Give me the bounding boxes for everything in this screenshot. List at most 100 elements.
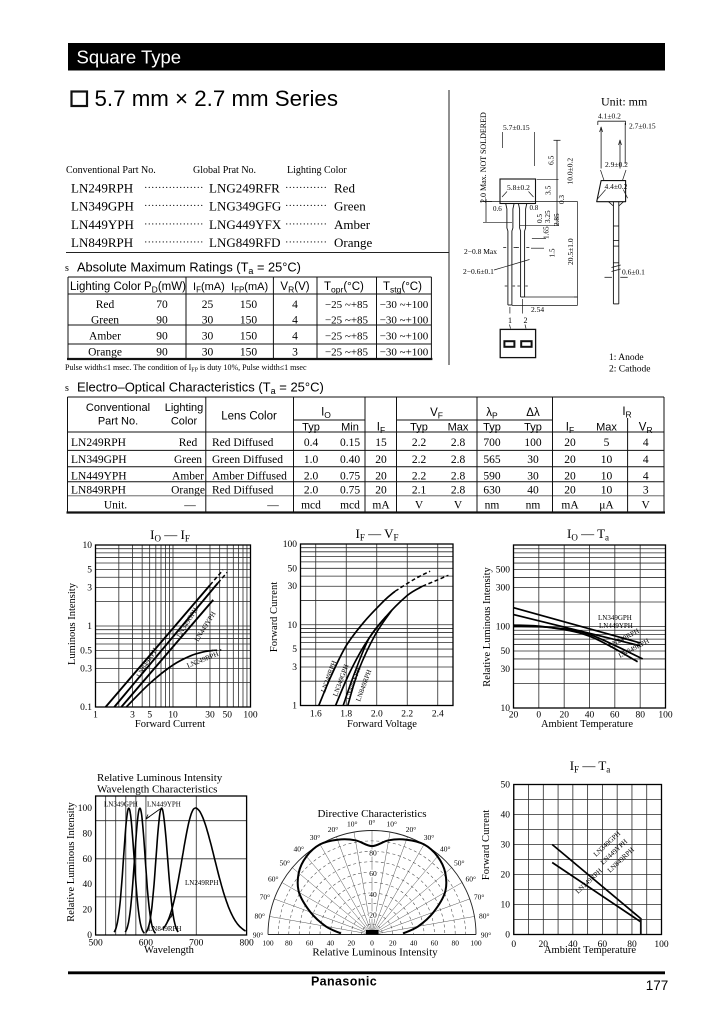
svg-text:4: 4 bbox=[292, 315, 298, 327]
svg-text:nm: nm bbox=[485, 500, 500, 512]
svg-text:60: 60 bbox=[83, 855, 93, 865]
svg-text:90: 90 bbox=[156, 315, 168, 327]
svg-text:0: 0 bbox=[505, 931, 510, 941]
svg-text:150: 150 bbox=[240, 315, 258, 327]
svg-text:Min: Min bbox=[341, 422, 359, 434]
svg-text:20: 20 bbox=[389, 939, 397, 948]
svg-text:1.8: 1.8 bbox=[340, 710, 352, 720]
svg-text:IFP(mA): IFP(mA) bbox=[231, 281, 268, 295]
svg-text:20: 20 bbox=[564, 485, 576, 497]
svg-text:590: 590 bbox=[483, 471, 501, 483]
svg-text:Lighting Color: Lighting Color bbox=[70, 281, 141, 293]
svg-text:10°: 10° bbox=[387, 820, 398, 829]
svg-text:30: 30 bbox=[205, 711, 215, 721]
svg-text:10: 10 bbox=[288, 621, 298, 631]
svg-text:Relative Luminous Intensity: Relative Luminous Intensity bbox=[66, 801, 77, 921]
svg-text:3: 3 bbox=[292, 663, 297, 673]
svg-text:50°: 50° bbox=[279, 858, 290, 867]
svg-text:Topr(°C): Topr(°C) bbox=[324, 281, 364, 295]
svg-text:2−0.8 Max: 2−0.8 Max bbox=[464, 247, 497, 256]
svg-text:Max: Max bbox=[448, 422, 469, 434]
svg-text:LN849RPH: LN849RPH bbox=[148, 925, 181, 933]
svg-text:40: 40 bbox=[410, 939, 418, 948]
svg-text:5: 5 bbox=[292, 645, 297, 655]
svg-text:Ambient Temperature: Ambient Temperature bbox=[541, 719, 633, 730]
svg-text:·················: ················· bbox=[144, 219, 203, 230]
svg-text:1: 1 bbox=[508, 316, 512, 325]
svg-text:Green: Green bbox=[334, 199, 366, 214]
svg-text:IF(mA): IF(mA) bbox=[193, 281, 225, 295]
svg-text:5: 5 bbox=[87, 565, 92, 575]
svg-text:20: 20 bbox=[347, 939, 355, 948]
svg-text:50: 50 bbox=[222, 711, 232, 721]
svg-text:20: 20 bbox=[83, 906, 93, 916]
svg-text:LNG349GFG: LNG349GFG bbox=[209, 199, 281, 214]
svg-text:V: V bbox=[642, 500, 651, 512]
svg-text:100: 100 bbox=[658, 711, 673, 721]
svg-text:Amber: Amber bbox=[334, 217, 371, 232]
svg-text:IF — VF: IF — VF bbox=[355, 526, 398, 543]
svg-text:Relative Luminous Intensity: Relative Luminous Intensity bbox=[312, 947, 438, 959]
svg-text:0: 0 bbox=[536, 711, 541, 721]
svg-text:20: 20 bbox=[375, 471, 387, 483]
svg-text:Pulse width≤1 msec. The condit: Pulse width≤1 msec. The condition of IFP… bbox=[65, 363, 307, 374]
svg-text:mA: mA bbox=[561, 500, 579, 512]
svg-text:0.6: 0.6 bbox=[493, 205, 502, 213]
svg-text:0.75: 0.75 bbox=[340, 485, 360, 497]
svg-text:10: 10 bbox=[501, 704, 511, 714]
svg-text:20: 20 bbox=[564, 471, 576, 483]
svg-text:80: 80 bbox=[627, 940, 637, 950]
svg-text:20: 20 bbox=[539, 940, 549, 950]
svg-text:−30 ~+100: −30 ~+100 bbox=[380, 331, 429, 343]
svg-text:Lighting Color: Lighting Color bbox=[287, 165, 347, 176]
svg-text:60°: 60° bbox=[465, 875, 476, 884]
svg-text:500: 500 bbox=[496, 566, 511, 576]
svg-text:Orange: Orange bbox=[171, 485, 205, 497]
svg-text:Typ: Typ bbox=[410, 422, 428, 434]
svg-text:2.7±0.15: 2.7±0.15 bbox=[629, 122, 656, 131]
svg-text:5: 5 bbox=[604, 437, 610, 449]
svg-text:30°: 30° bbox=[424, 833, 435, 842]
svg-text:0: 0 bbox=[87, 931, 92, 941]
svg-text:150: 150 bbox=[240, 347, 258, 359]
svg-text:2.2: 2.2 bbox=[412, 471, 427, 483]
svg-text:0.4: 0.4 bbox=[304, 437, 319, 449]
svg-text:Max: Max bbox=[596, 422, 617, 434]
svg-text:3.5: 3.5 bbox=[544, 185, 553, 195]
svg-text:4.4±0.2: 4.4±0.2 bbox=[605, 182, 628, 191]
svg-text:1.6: 1.6 bbox=[310, 710, 322, 720]
svg-text:20: 20 bbox=[375, 485, 387, 497]
svg-text:Luminous Intensity: Luminous Intensity bbox=[67, 582, 78, 665]
svg-text:2.2: 2.2 bbox=[401, 710, 413, 720]
svg-text:300: 300 bbox=[496, 584, 511, 594]
svg-text:20: 20 bbox=[375, 454, 387, 466]
svg-text:2.2: 2.2 bbox=[412, 454, 427, 466]
svg-text:IF: IF bbox=[566, 422, 574, 436]
svg-text:100: 100 bbox=[78, 804, 93, 814]
svg-text:λP: λP bbox=[486, 407, 498, 421]
svg-text:Forward Current: Forward Current bbox=[135, 719, 205, 730]
svg-text:s: s bbox=[65, 263, 69, 274]
svg-text:IO — Ta: IO — Ta bbox=[567, 526, 609, 543]
svg-text:40: 40 bbox=[501, 811, 511, 821]
svg-text:565: 565 bbox=[483, 454, 501, 466]
svg-text:177: 177 bbox=[646, 978, 669, 993]
svg-text:1: 1 bbox=[93, 711, 98, 721]
svg-text:80: 80 bbox=[451, 939, 459, 948]
svg-text:80: 80 bbox=[285, 939, 293, 948]
svg-text:80: 80 bbox=[635, 711, 645, 721]
svg-text:4: 4 bbox=[292, 299, 298, 311]
svg-text:100: 100 bbox=[262, 939, 274, 948]
svg-text:90: 90 bbox=[156, 347, 168, 359]
svg-text:nm: nm bbox=[526, 500, 541, 512]
svg-text:50: 50 bbox=[288, 564, 298, 574]
svg-text:0.5: 0.5 bbox=[80, 646, 92, 656]
svg-text:30: 30 bbox=[202, 331, 214, 343]
svg-text:PD(mW): PD(mW) bbox=[144, 281, 186, 295]
svg-text:············: ············ bbox=[285, 201, 327, 212]
svg-text:2−0.6±0.1: 2−0.6±0.1 bbox=[463, 267, 494, 276]
svg-text:s: s bbox=[65, 383, 69, 394]
svg-text:2.8: 2.8 bbox=[451, 471, 466, 483]
svg-text:15: 15 bbox=[375, 437, 387, 449]
svg-text:Typ: Typ bbox=[524, 422, 542, 434]
